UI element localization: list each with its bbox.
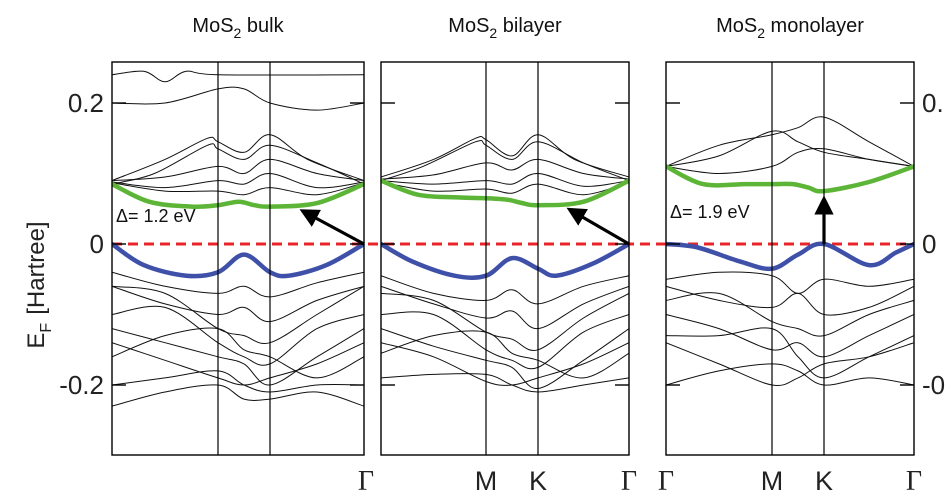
band-line-panel-2 [381, 330, 629, 379]
conduction-band-panel-2 [381, 178, 629, 208]
highlighted-bands [112, 164, 914, 280]
gap-arrow-bulk [299, 209, 365, 246]
band-line-panel-1 [112, 370, 364, 393]
y-tick-label-right: -0 [922, 370, 945, 400]
y-axis-label-unit: [Hartree] [23, 221, 50, 314]
band-line-panel-2 [381, 311, 629, 370]
band-line-panel-1 [112, 384, 364, 407]
band-line-panel-1 [112, 70, 364, 83]
y-axis-label-main: E [23, 333, 50, 349]
band-line-panel-2 [381, 134, 629, 178]
x-kpoint-label: M [475, 466, 498, 496]
panel-title-main: MoS [716, 15, 757, 37]
conduction-band-panel-1 [112, 181, 364, 209]
band-line-panel-1 [112, 172, 364, 189]
conduction-band-panel-3 [666, 164, 914, 194]
band-lines [112, 70, 914, 407]
band-line-panel-3 [666, 285, 914, 316]
x-kpoint-label: Γ [621, 466, 637, 497]
band-line-panel-1 [112, 327, 364, 379]
band-line-panel-2 [381, 342, 629, 386]
y-tick-label-right: 0. [922, 88, 944, 118]
y-axis-label: EF [Hartree] [23, 221, 55, 348]
x-kpoint-label: K [815, 466, 833, 496]
y-tick-label: 0.2 [68, 88, 104, 118]
band-line-panel-2 [381, 275, 629, 305]
panel-frame-2 [380, 61, 630, 456]
band-line-panel-1 [112, 285, 364, 323]
gap-annotation-monolayer: Δ= 1.9 eV [670, 202, 750, 222]
panel-frame-3 [665, 61, 915, 456]
x-kpoint-label: Γ [358, 466, 374, 497]
band-line-panel-1 [112, 271, 364, 298]
band-line-panel-1 [112, 143, 364, 185]
gap-arrows [299, 195, 834, 246]
panel-frame-1 [111, 61, 365, 456]
band-line-panel-3 [666, 363, 914, 386]
valence-band-panel-1 [112, 241, 364, 279]
y-tick-label-right: 0 [922, 229, 936, 259]
band-line-panel-2 [381, 172, 629, 187]
band-line-panel-3 [666, 327, 914, 379]
valence-band-panel-2 [381, 241, 629, 280]
y-tick-label: -0.2 [59, 370, 104, 400]
y-tick-label: 0 [90, 229, 104, 259]
band-line-panel-1 [112, 342, 364, 386]
band-line-panel-1 [112, 285, 364, 344]
panel-title-sub: 2 [234, 25, 242, 41]
band-line-panel-2 [381, 328, 629, 390]
band-line-panel-1 [112, 134, 364, 182]
band-line-panel-2 [381, 158, 629, 180]
panel-title-rest: monolayer [765, 15, 864, 37]
panel-title-rest: bilayer [497, 15, 562, 37]
gap-arrow-bilayer [566, 207, 630, 246]
panel-title-sub: 2 [489, 25, 497, 41]
band-line-panel-3 [666, 342, 914, 387]
band-line-panel-1 [112, 182, 364, 196]
band-line-panel-1 [112, 328, 364, 386]
panel-title-rest: bulk [241, 15, 284, 37]
x-kpoint-label: K [529, 466, 547, 496]
x-kpoint-label: Γ [658, 466, 674, 497]
x-kpoint-label: M [761, 466, 784, 496]
band-line-panel-3 [666, 271, 914, 294]
panel-title: MoS2 monolayer [716, 15, 864, 41]
band-line-panel-1 [112, 86, 364, 111]
band-line-panel-1 [112, 158, 364, 182]
band-line-panel-3 [666, 314, 914, 358]
panel-title-main: MoS [448, 15, 489, 37]
band-line-panel-1 [112, 305, 364, 366]
band-line-panel-2 [381, 181, 629, 196]
band-line-panel-3 [666, 116, 914, 167]
band-line-panel-2 [381, 285, 629, 330]
panel-title-main: MoS [192, 15, 233, 37]
panel-title: MoS2 bulk [192, 15, 284, 41]
panel-title-sub: 2 [757, 25, 765, 41]
band-line-panel-2 [381, 292, 629, 351]
band-line-panel-3 [666, 147, 914, 175]
y-axis-label-sub: F [38, 323, 55, 333]
band-line-panel-3 [666, 292, 914, 337]
x-kpoint-label: Γ [906, 466, 922, 497]
valence-band-panel-3 [666, 241, 914, 272]
panel-title: MoS2 bilayer [448, 15, 562, 41]
gap-annotation-bulk: Δ= 1.2 eV [116, 206, 196, 226]
